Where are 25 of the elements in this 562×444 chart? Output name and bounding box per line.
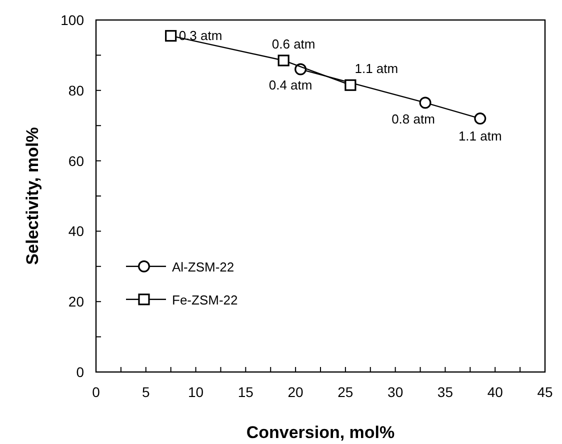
x-tick-label: 15 [238,384,254,400]
x-tick-label: 25 [338,384,354,400]
annotation: 0.8 atm [392,112,435,127]
x-tick-label: 5 [142,384,150,400]
annotation: 0.4 atm [268,77,312,92]
y-tick-label: 100 [60,12,84,28]
annotation: 0.6 atm [272,36,316,52]
x-tick-label: 20 [288,384,304,400]
x-tick-label: 30 [388,384,404,400]
y-tick-label: 80 [68,82,84,98]
y-axis-title: Selectivity, mol% [23,127,42,265]
x-tick-label: 45 [537,384,553,400]
y-tick-label: 40 [68,223,84,240]
x-tick-label: 35 [437,384,454,400]
x-tick-label: 40 [487,384,504,400]
y-tick-label: 0 [76,364,84,380]
x-tick-label: 0 [92,384,100,400]
x-axis-title: Conversion, mol% [246,423,395,442]
y-tick-label: 60 [68,152,84,169]
x-tick-label: 10 [188,384,204,400]
y-tick-label: 20 [68,294,84,310]
legend-label: Al-ZSM-22 [172,259,234,274]
annotation: 1.1 atm [458,128,502,144]
annotation: 1.1 atm [354,61,398,76]
legend-label: Fe-ZSM-22 [172,292,238,308]
